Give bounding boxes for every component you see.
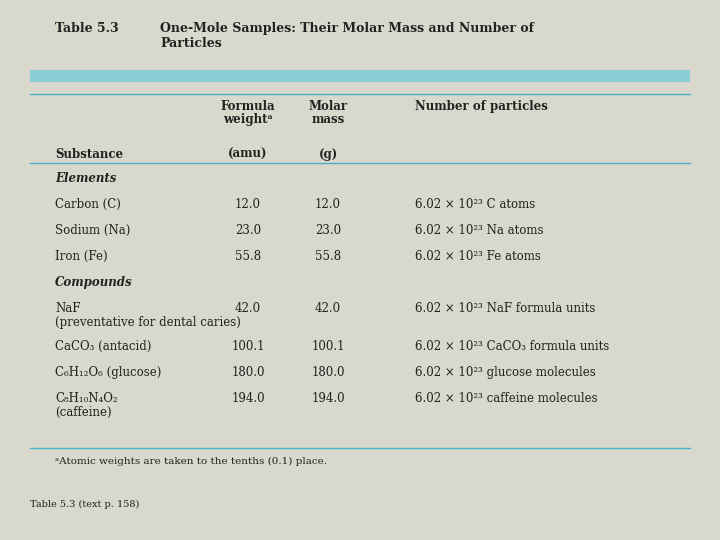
Text: 12.0: 12.0 <box>235 198 261 211</box>
Text: C₈H₁₀N₄O₂: C₈H₁₀N₄O₂ <box>55 392 117 405</box>
Text: Molar: Molar <box>308 100 348 113</box>
Text: 180.0: 180.0 <box>311 366 345 379</box>
Text: NaF: NaF <box>55 302 81 315</box>
Text: 6.02 × 10²³ CaCO₃ formula units: 6.02 × 10²³ CaCO₃ formula units <box>415 340 609 353</box>
Text: 55.8: 55.8 <box>235 250 261 263</box>
Text: (caffeine): (caffeine) <box>55 406 112 419</box>
Text: 6.02 × 10²³ Na atoms: 6.02 × 10²³ Na atoms <box>415 224 544 237</box>
Text: 194.0: 194.0 <box>231 392 265 405</box>
Text: Table 5.3: Table 5.3 <box>55 22 119 35</box>
Text: 194.0: 194.0 <box>311 392 345 405</box>
Text: 100.1: 100.1 <box>231 340 265 353</box>
Text: 100.1: 100.1 <box>311 340 345 353</box>
Text: Sodium (Na): Sodium (Na) <box>55 224 130 237</box>
Text: 12.0: 12.0 <box>315 198 341 211</box>
Text: (preventative for dental caries): (preventative for dental caries) <box>55 316 241 329</box>
Text: Carbon (C): Carbon (C) <box>55 198 121 211</box>
Text: CaCO₃ (antacid): CaCO₃ (antacid) <box>55 340 151 353</box>
Text: Iron (Fe): Iron (Fe) <box>55 250 107 263</box>
Text: 6.02 × 10²³ Fe atoms: 6.02 × 10²³ Fe atoms <box>415 250 541 263</box>
Text: 6.02 × 10²³ caffeine molecules: 6.02 × 10²³ caffeine molecules <box>415 392 598 405</box>
Text: Number of particles: Number of particles <box>415 100 548 113</box>
Text: Formula: Formula <box>221 100 275 113</box>
Text: 6.02 × 10²³ NaF formula units: 6.02 × 10²³ NaF formula units <box>415 302 595 315</box>
Text: mass: mass <box>311 113 345 126</box>
Text: 6.02 × 10²³ C atoms: 6.02 × 10²³ C atoms <box>415 198 535 211</box>
Text: 180.0: 180.0 <box>231 366 265 379</box>
Text: (amu): (amu) <box>228 148 268 161</box>
Text: 42.0: 42.0 <box>315 302 341 315</box>
Text: Elements: Elements <box>55 172 117 185</box>
Text: 23.0: 23.0 <box>315 224 341 237</box>
Text: C₆H₁₂O₆ (glucose): C₆H₁₂O₆ (glucose) <box>55 366 161 379</box>
Text: Compounds: Compounds <box>55 276 132 289</box>
Text: Substance: Substance <box>55 148 123 161</box>
Text: 6.02 × 10²³ glucose molecules: 6.02 × 10²³ glucose molecules <box>415 366 595 379</box>
Text: 42.0: 42.0 <box>235 302 261 315</box>
Text: weightᵃ: weightᵃ <box>223 113 273 126</box>
Text: Table 5.3 (text p. 158): Table 5.3 (text p. 158) <box>30 500 140 509</box>
Text: One-Mole Samples: Their Molar Mass and Number of
Particles: One-Mole Samples: Their Molar Mass and N… <box>160 22 534 50</box>
Text: 23.0: 23.0 <box>235 224 261 237</box>
FancyBboxPatch shape <box>30 70 690 82</box>
Text: (g): (g) <box>318 148 338 161</box>
Text: ᵃAtomic weights are taken to the tenths (0.1) place.: ᵃAtomic weights are taken to the tenths … <box>55 457 327 466</box>
Text: 55.8: 55.8 <box>315 250 341 263</box>
